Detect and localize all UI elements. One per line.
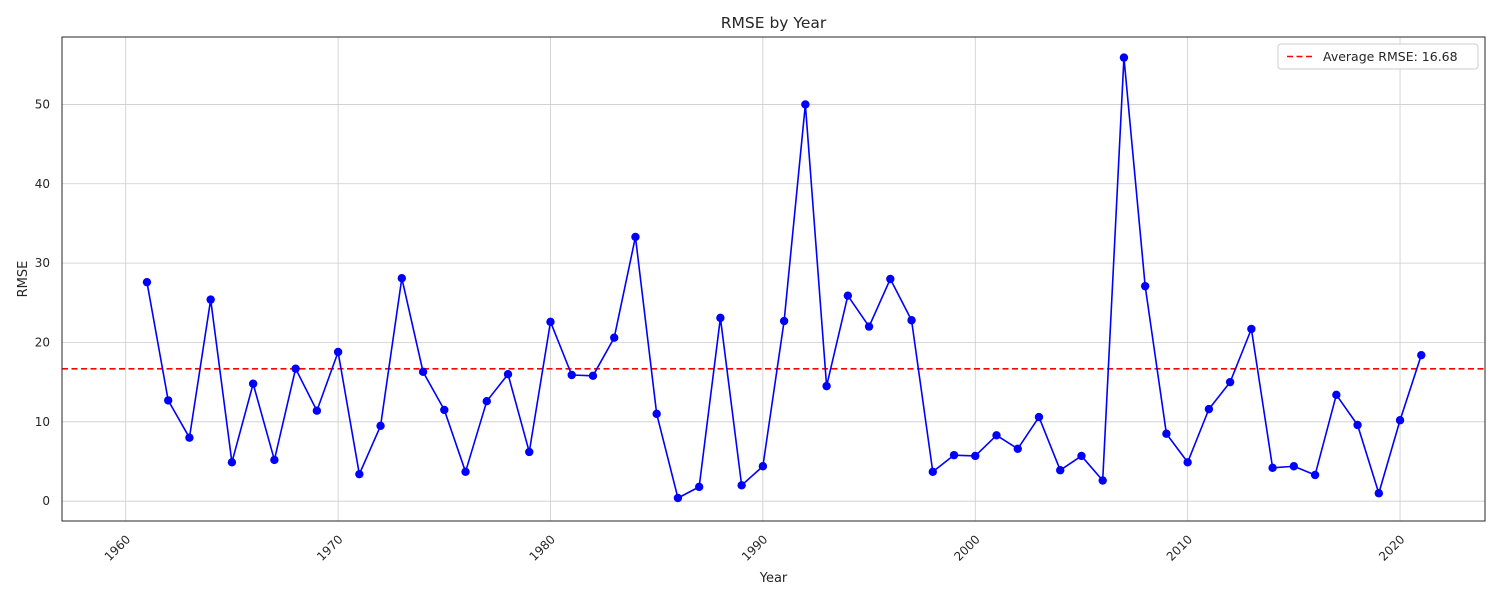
plot-frame [61,36,1486,522]
data-point [397,274,407,283]
data-point [843,291,853,300]
data-point [1183,458,1192,467]
x-tick-label: 1990 [739,532,770,563]
data-point [1225,377,1235,387]
data-point [1310,470,1320,480]
data-point [610,333,619,342]
x-tick-label: 1970 [314,532,345,563]
x-axis: 1960 1970 1980 1990 2000 2010 2020 [102,532,1408,563]
data-point [1077,451,1086,461]
data-point [546,317,555,327]
data-point [482,396,491,406]
y-tick-label: 40 [35,177,50,191]
data-point [588,371,598,380]
data-point [1119,53,1129,62]
data-point [163,396,173,405]
data-point [1268,463,1277,473]
data-point [907,316,916,325]
chart-title: RMSE by Year [721,14,827,32]
data-point [376,421,385,430]
data-point [779,316,789,326]
data-point [758,462,768,471]
x-axis-label: Year [759,571,788,586]
data-point [1289,462,1299,471]
y-axis-label: RMSE [16,261,31,298]
data-point [631,232,640,242]
data-point [1034,412,1044,422]
y-tick-label: 20 [35,335,50,349]
data-point [1013,444,1022,453]
data-point [652,409,661,419]
legend-label: Average RMSE: 16.68 [1323,49,1458,64]
data-point [716,313,725,323]
data-point [1332,390,1341,400]
data-point [822,381,831,391]
data-point [291,364,300,373]
data-point [949,450,959,460]
data-point [801,100,810,109]
y-tick-label: 0 [42,494,50,508]
data-point [737,481,746,490]
x-tick-label: 2010 [1164,532,1195,563]
data-point [333,347,343,357]
data-point [1247,324,1256,334]
x-tick-label: 1980 [527,532,558,563]
data-point [355,469,364,479]
y-tick-label: 10 [35,415,50,429]
data-point [971,451,980,461]
data-point [1353,420,1362,430]
data-point [142,277,152,287]
data-point [525,447,534,457]
data-point [206,295,215,304]
legend: Average RMSE: 16.68 [1277,43,1479,70]
data-point [440,405,449,415]
data-point [185,433,194,442]
data-point [1417,350,1426,360]
data-point [673,493,683,503]
data-point [1056,466,1065,475]
data-point [864,322,874,331]
x-tick-label: 2000 [951,532,982,563]
grid [62,37,1485,521]
y-tick-label: 50 [35,97,50,111]
y-axis: 0 10 20 30 40 50 [35,97,50,508]
data-point [1374,489,1384,498]
data-point [270,455,279,465]
data-point [886,274,895,284]
legend-box [1277,43,1479,70]
data-point [694,482,704,492]
x-tick-label: 2020 [1376,532,1407,563]
data-point [1395,416,1405,425]
x-tick-label: 1960 [102,532,133,563]
data-point [227,458,237,467]
data-point [567,370,576,380]
data-point [1162,429,1171,438]
series [142,53,1426,503]
data-point [1098,476,1107,485]
data-point [1204,404,1214,414]
data-point [248,379,258,388]
data-point [1140,281,1150,291]
data-point [503,370,513,379]
data-point [312,406,322,415]
data-point [418,367,428,377]
y-tick-label: 30 [35,256,50,270]
data-point [461,467,470,477]
data-point [992,431,1001,440]
data-point [928,467,937,477]
